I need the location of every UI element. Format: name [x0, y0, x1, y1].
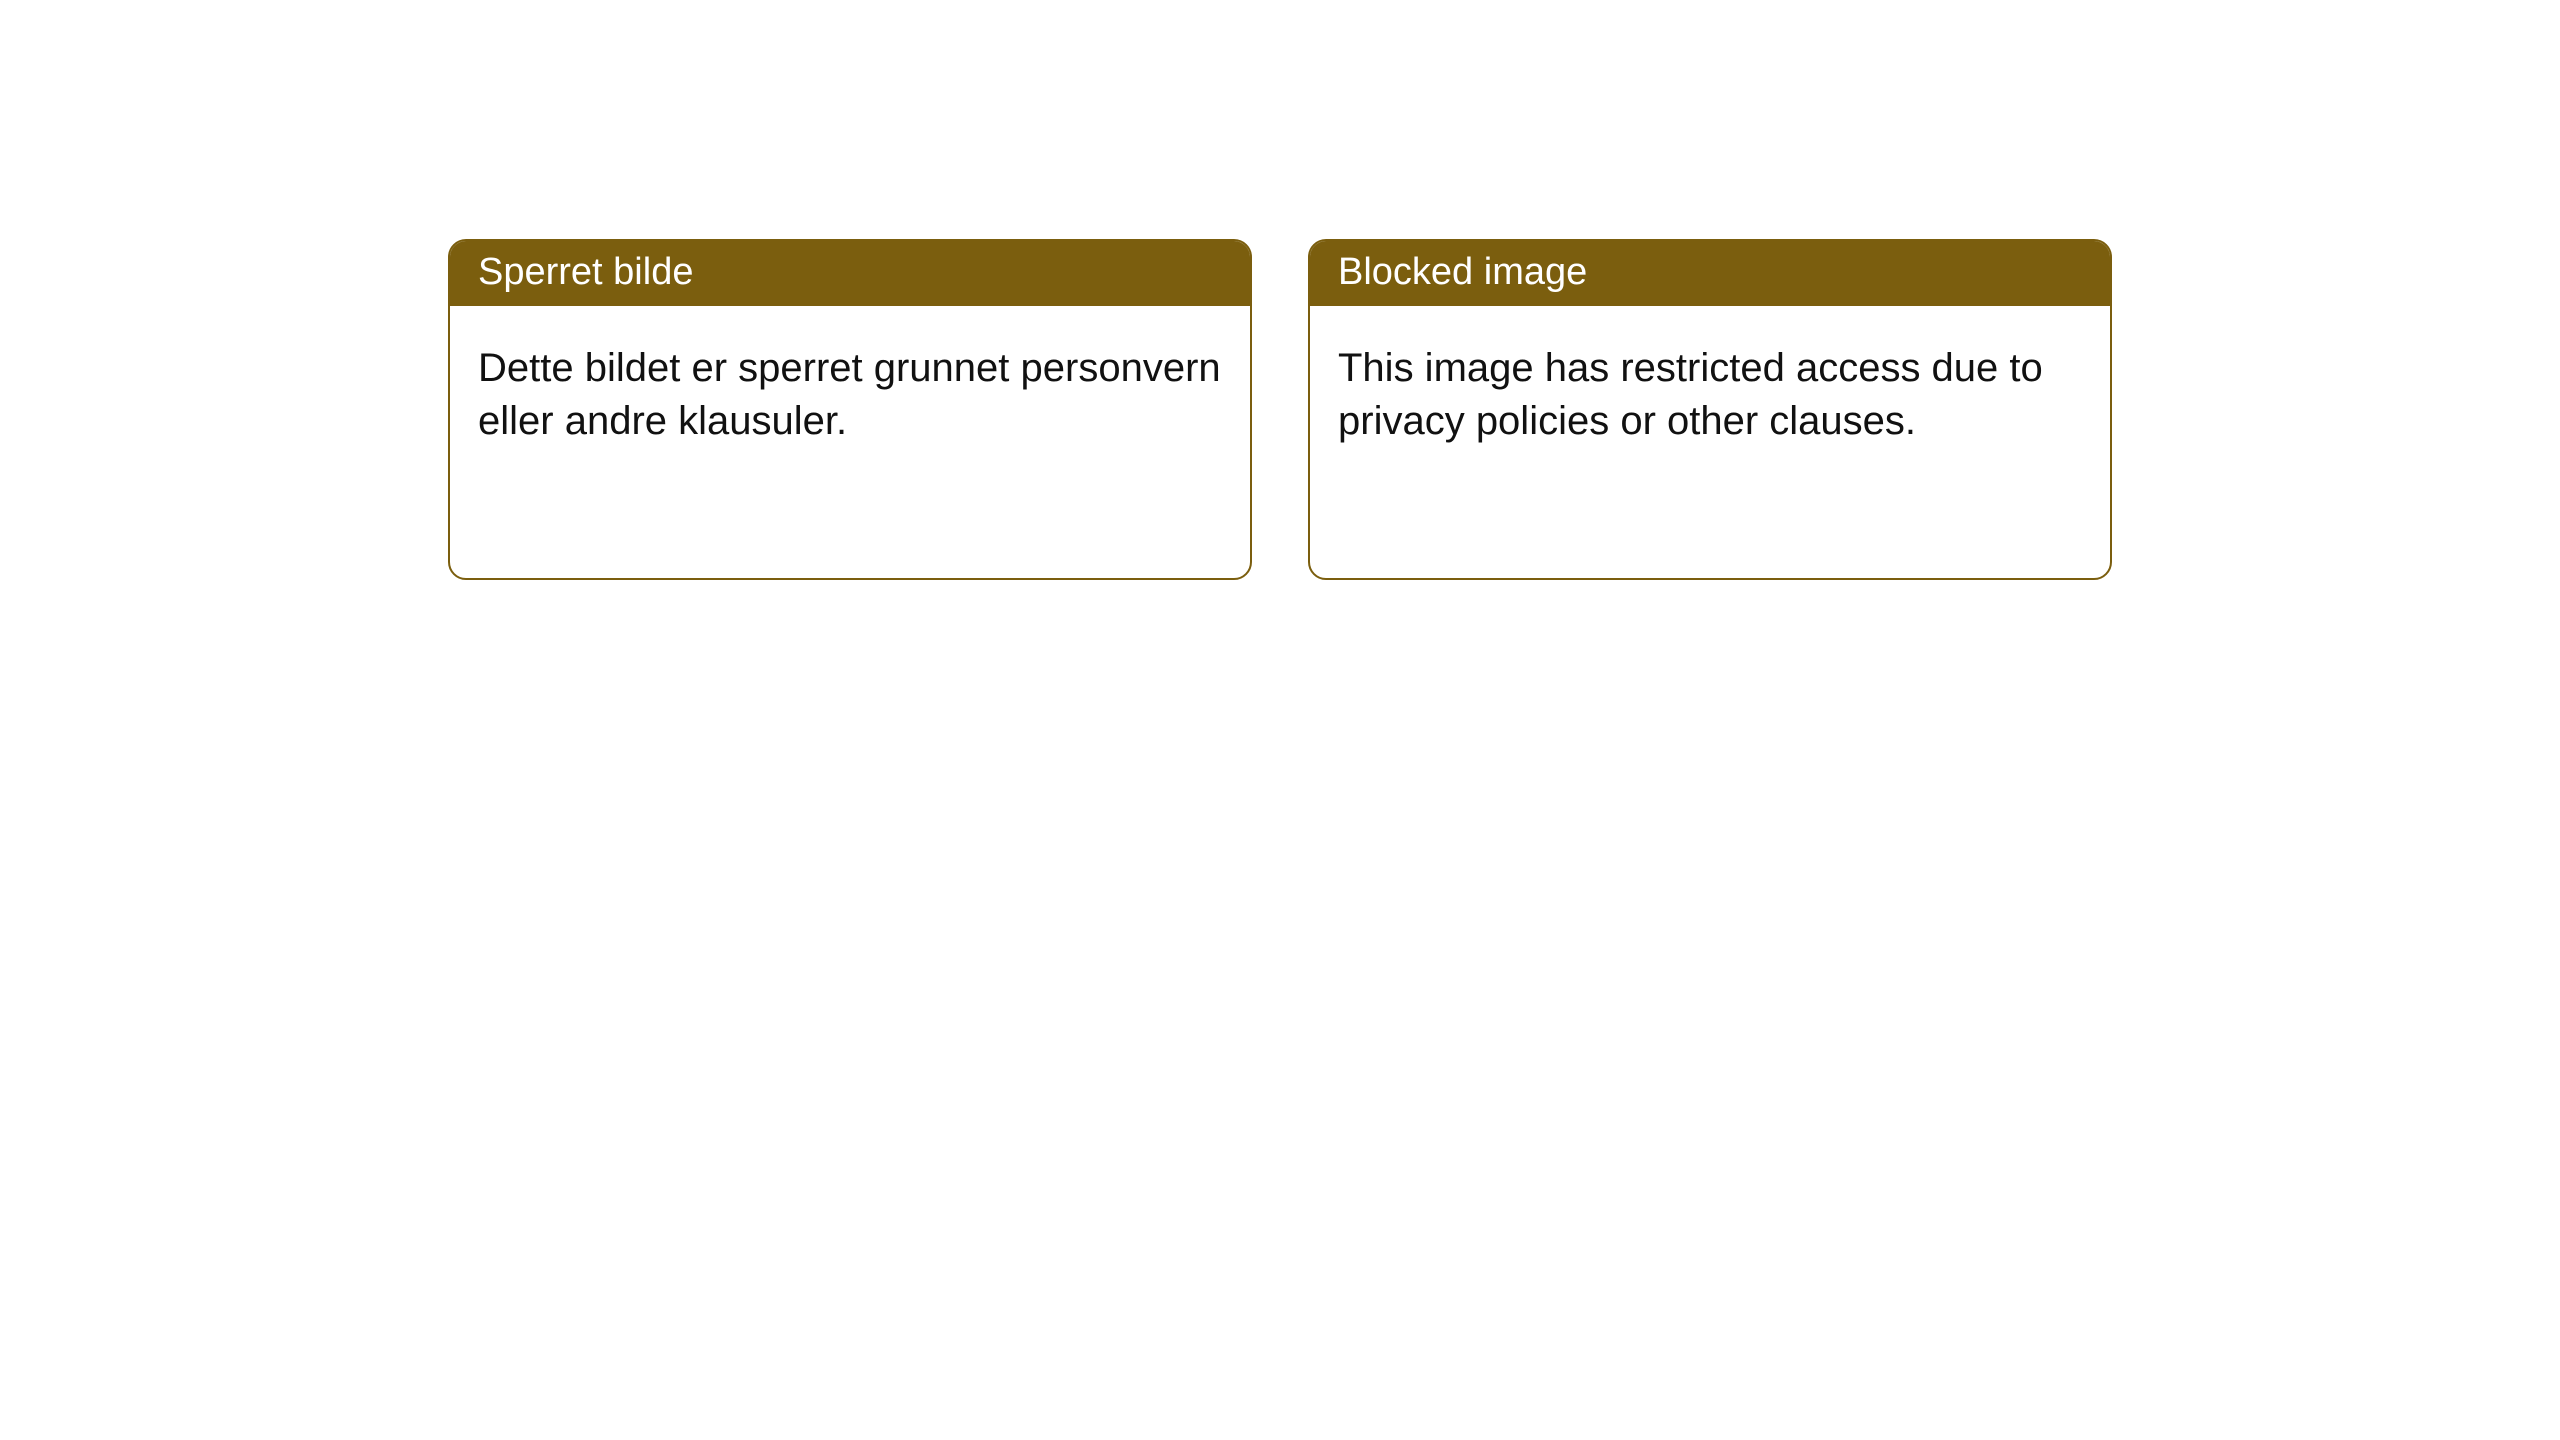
- notice-cards-row: Sperret bilde Dette bildet er sperret gr…: [448, 239, 2112, 580]
- card-body-text: Dette bildet er sperret grunnet personve…: [450, 306, 1250, 578]
- blocked-image-card-en: Blocked image This image has restricted …: [1308, 239, 2112, 580]
- card-body-text: This image has restricted access due to …: [1310, 306, 2110, 578]
- card-title: Sperret bilde: [450, 241, 1250, 306]
- blocked-image-card-no: Sperret bilde Dette bildet er sperret gr…: [448, 239, 1252, 580]
- card-title: Blocked image: [1310, 241, 2110, 306]
